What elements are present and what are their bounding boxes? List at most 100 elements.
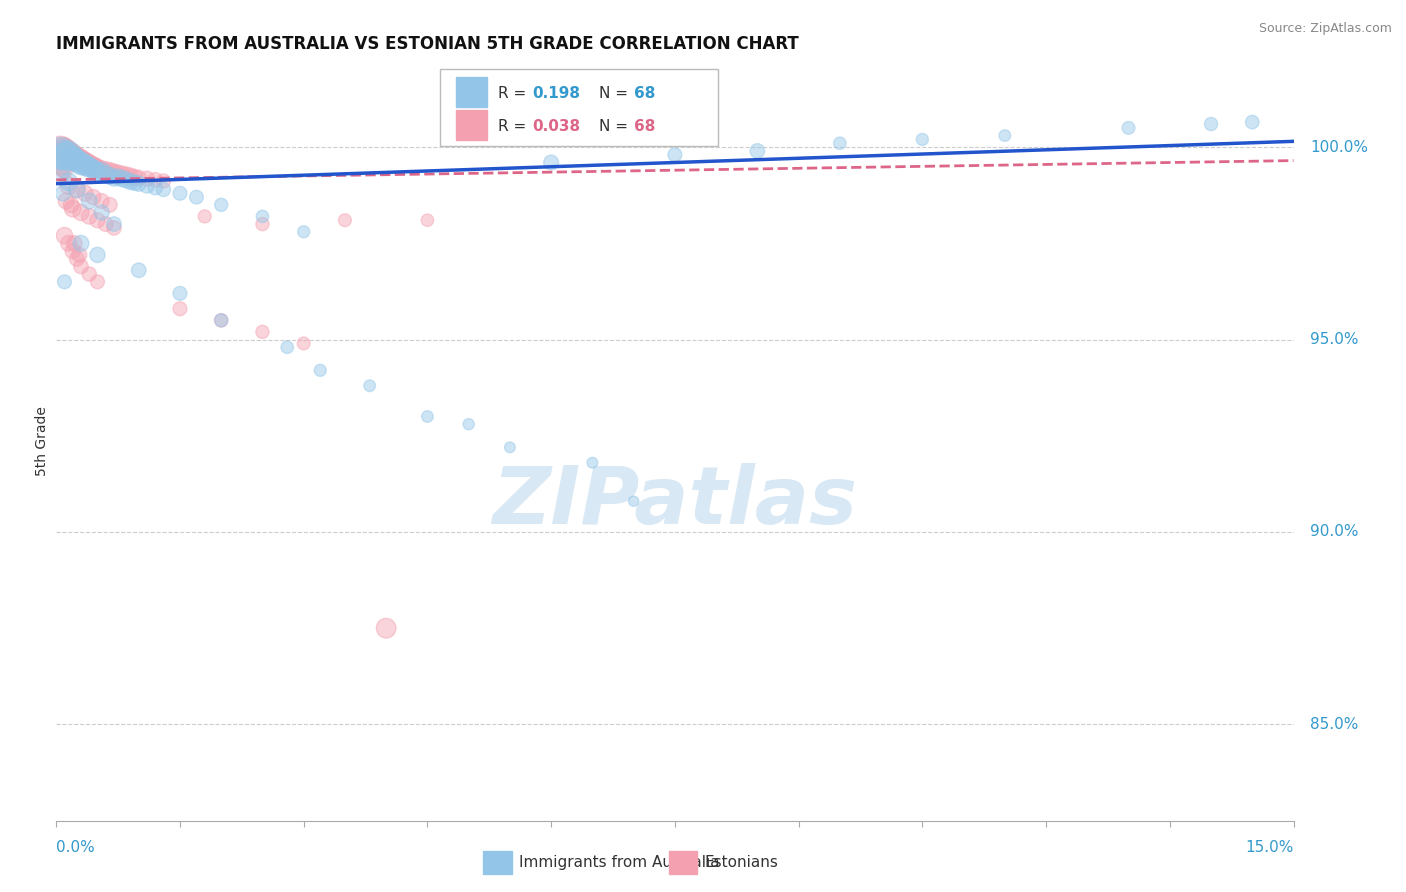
Point: [58, 175, 80, 189]
Point: [77, 210, 100, 224]
Point: [209, 313, 232, 327]
Text: 95.0%: 95.0%: [1310, 332, 1358, 347]
Point: [77, 157, 100, 171]
Point: [124, 176, 146, 190]
Point: [292, 336, 315, 351]
Point: [58, 148, 80, 162]
Point: [49, 145, 72, 160]
Point: [143, 180, 166, 194]
Bar: [456, 77, 486, 107]
Point: [103, 221, 125, 235]
Point: [107, 170, 129, 185]
Text: IMMIGRANTS FROM AUSTRALIA VS ESTONIAN 5TH GRADE CORRELATION CHART: IMMIGRANTS FROM AUSTRALIA VS ESTONIAN 5T…: [56, 35, 799, 53]
Bar: [456, 110, 486, 140]
Point: [52, 186, 75, 201]
Point: [75, 186, 97, 201]
Point: [75, 159, 97, 173]
Point: [152, 182, 174, 196]
Point: [49, 144, 72, 158]
Point: [53, 228, 76, 243]
Bar: [669, 851, 697, 874]
Point: [86, 213, 108, 227]
Text: R =: R =: [498, 86, 531, 101]
Text: ZIPatlas: ZIPatlas: [492, 463, 858, 541]
Point: [120, 175, 142, 189]
Point: [103, 165, 125, 179]
Point: [664, 148, 686, 162]
Point: [49, 167, 72, 181]
Point: [499, 440, 522, 454]
Point: [309, 363, 332, 377]
Point: [416, 409, 439, 424]
Point: [128, 177, 150, 191]
Point: [86, 248, 108, 262]
Point: [90, 194, 112, 208]
Point: [120, 169, 142, 183]
Point: [169, 301, 191, 316]
Point: [66, 152, 89, 166]
Text: 0.0%: 0.0%: [56, 840, 96, 855]
Text: N =: N =: [599, 120, 633, 134]
Point: [169, 286, 191, 301]
Point: [72, 156, 94, 170]
Text: Immigrants from Australia: Immigrants from Australia: [519, 855, 720, 870]
FancyBboxPatch shape: [440, 69, 718, 145]
Point: [252, 210, 274, 224]
Point: [128, 263, 150, 277]
Point: [62, 151, 84, 165]
Point: [98, 164, 121, 178]
Point: [66, 182, 89, 196]
Text: N =: N =: [599, 86, 633, 101]
Point: [70, 236, 93, 251]
Text: 15.0%: 15.0%: [1246, 840, 1294, 855]
Point: [53, 275, 76, 289]
Text: Estonians: Estonians: [704, 855, 779, 870]
Point: [63, 236, 86, 251]
Point: [53, 145, 76, 160]
Point: [90, 164, 112, 178]
Point: [124, 170, 146, 185]
Text: 0.038: 0.038: [533, 120, 581, 134]
Text: 85.0%: 85.0%: [1310, 717, 1358, 732]
Point: [457, 417, 479, 432]
Point: [60, 148, 83, 162]
Point: [80, 161, 103, 176]
Point: [67, 248, 90, 262]
Point: [53, 150, 76, 164]
Point: [55, 148, 77, 162]
Point: [994, 128, 1017, 143]
Point: [55, 194, 77, 208]
Point: [136, 178, 159, 193]
Point: [111, 171, 134, 186]
Point: [66, 252, 89, 266]
Point: [75, 155, 97, 169]
Point: [359, 378, 381, 392]
Point: [252, 217, 274, 231]
Point: [70, 153, 93, 168]
Point: [72, 154, 94, 169]
Point: [333, 213, 356, 227]
Point: [62, 202, 84, 216]
Point: [416, 213, 439, 227]
Point: [62, 150, 84, 164]
Point: [66, 153, 89, 168]
Point: [70, 157, 93, 171]
Point: [67, 155, 90, 169]
Point: [66, 182, 89, 196]
Point: [143, 173, 166, 187]
Point: [86, 165, 108, 179]
Point: [49, 159, 72, 173]
Point: [82, 162, 104, 177]
Point: [76, 156, 98, 170]
Point: [1199, 117, 1222, 131]
Point: [911, 132, 934, 146]
Point: [70, 260, 93, 274]
Point: [86, 275, 108, 289]
Point: [84, 160, 107, 174]
Point: [55, 146, 77, 161]
Point: [115, 173, 138, 187]
Point: [62, 244, 84, 258]
Point: [94, 217, 117, 231]
Point: [581, 456, 603, 470]
Point: [115, 168, 138, 182]
